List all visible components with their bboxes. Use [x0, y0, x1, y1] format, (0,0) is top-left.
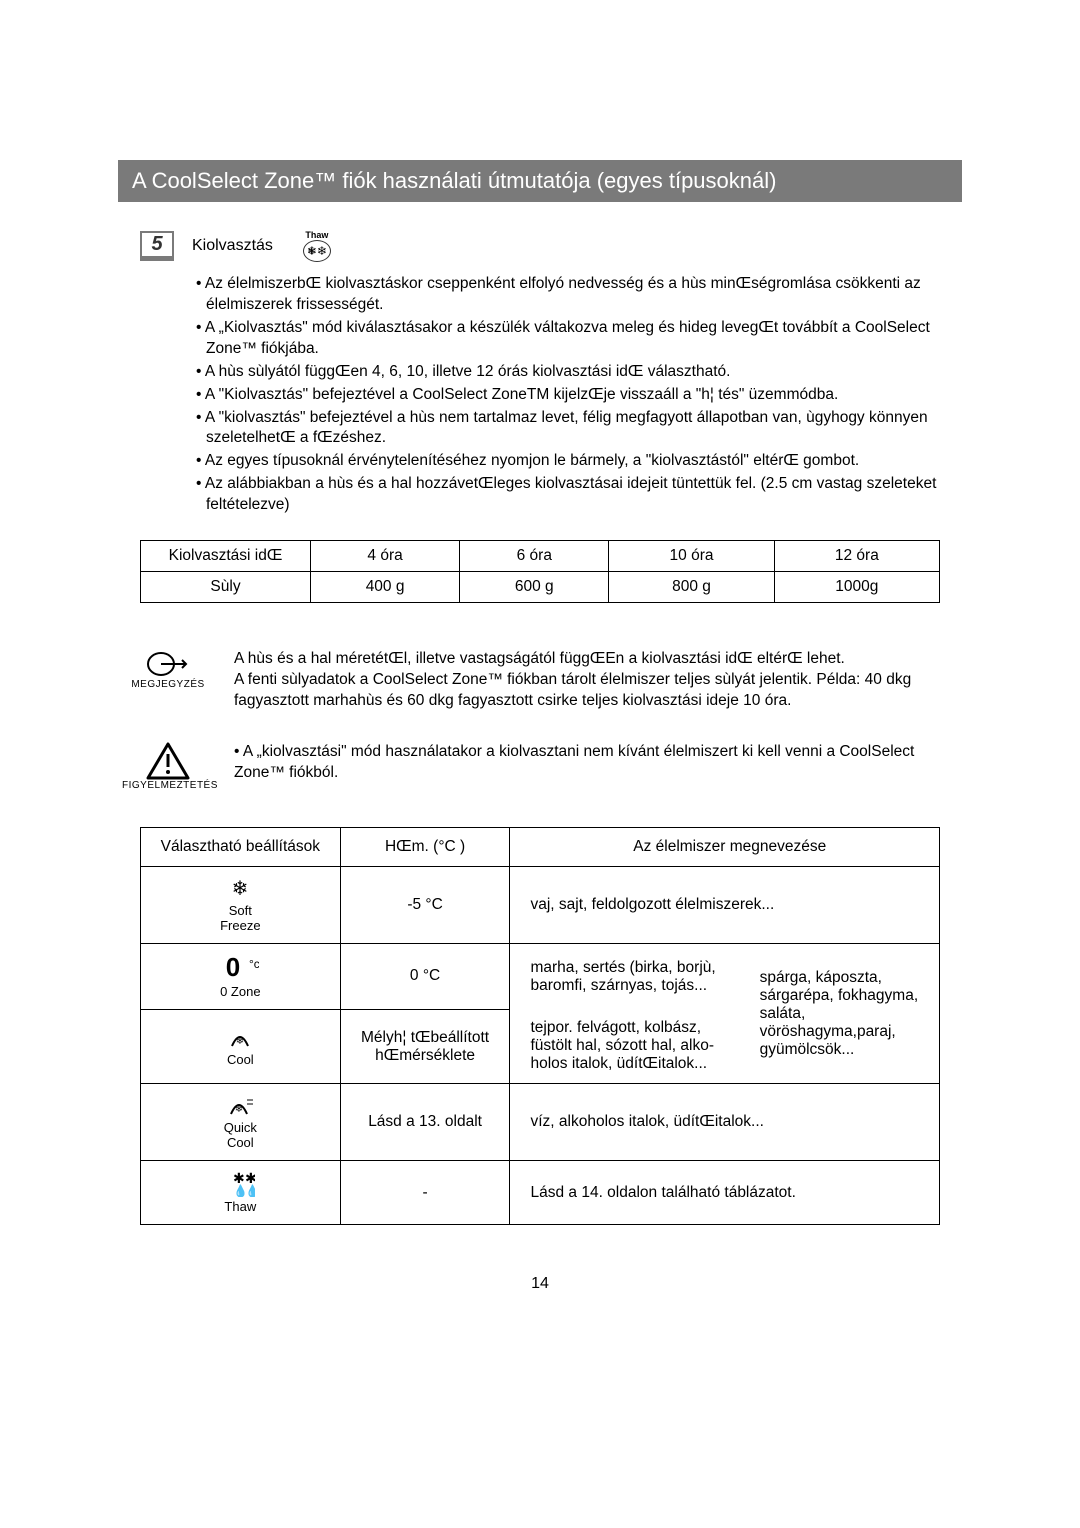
svg-text:💧: 💧	[245, 1184, 255, 1197]
setting-cell: ❄ Cool	[141, 1009, 341, 1084]
section-header: A CoolSelect Zone™ fiók használati útmut…	[118, 160, 962, 202]
thaw-row-icon: ✱✱💧💧 Thaw	[151, 1171, 330, 1214]
setting-cell: 0 °c 0 Zone	[141, 943, 341, 1009]
svg-text:0: 0	[226, 954, 240, 982]
step-number: 5	[151, 233, 162, 256]
icon-label: Quick Cool	[224, 1120, 257, 1150]
food-cell: tejpor. felvágott, kolbász, füstölt hal,…	[510, 1009, 740, 1084]
bullet-item: Az alábbiakban a hùs és a hal hozzávetŒl…	[206, 474, 962, 516]
bullet-item: A "kiolvasztás" befejeztével a hùs nem t…	[206, 408, 962, 450]
step-number-box: 5	[140, 231, 174, 261]
hand-pointer-icon	[122, 649, 214, 679]
icon-label: Soft Freeze	[220, 903, 260, 933]
svg-text:❄: ❄	[235, 1104, 243, 1115]
td: 400 g	[311, 572, 460, 603]
th: Kiolvasztási idŒ	[141, 541, 311, 572]
svg-text:❄: ❄	[236, 1036, 244, 1047]
food-cell: vaj, sajt, feldolgozott élelmiszerek...	[510, 866, 940, 943]
th: Az élelmiszer megnevezése	[510, 827, 940, 866]
thaw-icon-label: Thaw	[303, 230, 331, 240]
food-cell: víz, alkoholos italok, üdítŒitalok...	[510, 1084, 940, 1161]
step-row: 5 Kiolvasztás Thaw ❄❄	[140, 230, 962, 262]
bullet-list: Az élelmiszerbŒ kiolvasztáskor cseppenké…	[196, 274, 962, 516]
table-row: Választható beállítások HŒm. (°C ) Az él…	[141, 827, 940, 866]
td: 600 g	[460, 572, 609, 603]
temp-cell: -5 °C	[340, 866, 510, 943]
th: 10 óra	[609, 541, 774, 572]
icon-label: 0 Zone	[220, 984, 260, 999]
temp-cell: 0 °C	[340, 943, 510, 1009]
icon-label: Cool	[227, 1052, 254, 1067]
thaw-icon: Thaw ❄❄	[303, 230, 331, 262]
cool-icon: ❄ Cool	[151, 1026, 330, 1067]
page-number: 14	[118, 1275, 962, 1293]
note-label: MEGJEGYZÉS	[122, 679, 214, 690]
th: 4 óra	[311, 541, 460, 572]
td: Sùly	[141, 572, 311, 603]
table-row: ❄ Quick Cool Lásd a 13. oldalt víz, alko…	[141, 1084, 940, 1161]
table-row: Sùly 400 g 600 g 800 g 1000g	[141, 572, 940, 603]
bullet-item: Az egyes típusoknál érvénytelenítéséhez …	[206, 451, 962, 472]
bullet-item: Az élelmiszerbŒ kiolvasztáskor cseppenké…	[206, 274, 962, 316]
th: 12 óra	[774, 541, 939, 572]
warning-label: FIGYELMEZTETÉS	[122, 780, 214, 791]
thaw-icon-circle: ❄❄	[303, 240, 331, 262]
bullet-item: A „Kiolvasztás" mód kiválasztásakor a ké…	[206, 318, 962, 360]
setting-cell: ❄ Soft Freeze	[141, 866, 341, 943]
setting-cell: ❄ Quick Cool	[141, 1084, 341, 1161]
food-cell: marha, sertés (birka, borjù, baromfi, sz…	[510, 943, 740, 1009]
note-icon-column: MEGJEGYZÉS	[122, 649, 214, 712]
temp-cell: Lásd a 13. oldalt	[340, 1084, 510, 1161]
setting-cell: ✱✱💧💧 Thaw	[141, 1161, 341, 1225]
temp-cell: Mélyh¦ tŒbeállított hŒmérséklete	[340, 1009, 510, 1084]
warning-text: A „kiolvasztási" mód használatakor a kio…	[234, 742, 962, 791]
td: 800 g	[609, 572, 774, 603]
section-title: A CoolSelect Zone™ fiók használati útmut…	[132, 168, 776, 193]
td: 1000g	[774, 572, 939, 603]
svg-text:°c: °c	[249, 957, 259, 971]
food-cell-right: spárga, káposzta, sárgarépa, fokhagyma, …	[740, 943, 940, 1084]
note-block: MEGJEGYZÉS A hùs és a hal méretétŒl, ill…	[122, 649, 962, 712]
th: 6 óra	[460, 541, 609, 572]
warning-triangle-icon	[122, 742, 214, 780]
thaw-time-table: Kiolvasztási idŒ 4 óra 6 óra 10 óra 12 ó…	[140, 540, 940, 603]
table-row: Kiolvasztási idŒ 4 óra 6 óra 10 óra 12 ó…	[141, 541, 940, 572]
warning-block: FIGYELMEZTETÉS A „kiolvasztási" mód hasz…	[122, 742, 962, 791]
table-row: 0 °c 0 Zone 0 °C marha, sertés (birka, bo…	[141, 943, 940, 1009]
th: Választható beállítások	[141, 827, 341, 866]
zero-zone-icon: 0 °c 0 Zone	[151, 954, 330, 999]
temp-cell: -	[340, 1161, 510, 1225]
table-row: ✱✱💧💧 Thaw - Lásd a 14. oldalon található…	[141, 1161, 940, 1225]
svg-text:❄: ❄	[232, 878, 249, 900]
bullet-item: A "Kiolvasztás" befejeztével a CoolSelec…	[206, 385, 962, 406]
bullet-item: A hùs sùlyától függŒen 4, 6, 10, illetve…	[206, 362, 962, 383]
table-row: ❄ Soft Freeze -5 °C vaj, sajt, feldolgoz…	[141, 866, 940, 943]
soft-freeze-icon: ❄ Soft Freeze	[151, 877, 330, 933]
quick-cool-icon: ❄ Quick Cool	[151, 1094, 330, 1150]
icon-label: Thaw	[224, 1199, 256, 1214]
settings-table: Választható beállítások HŒm. (°C ) Az él…	[140, 827, 940, 1226]
warning-icon-column: FIGYELMEZTETÉS	[122, 742, 214, 791]
note-text: A hùs és a hal méretétŒl, illetve vastag…	[234, 649, 962, 712]
food-cell: Lásd a 14. oldalon található táblázatot.	[510, 1161, 940, 1225]
th: HŒm. (°C )	[340, 827, 510, 866]
step-label: Kiolvasztás	[192, 237, 273, 255]
